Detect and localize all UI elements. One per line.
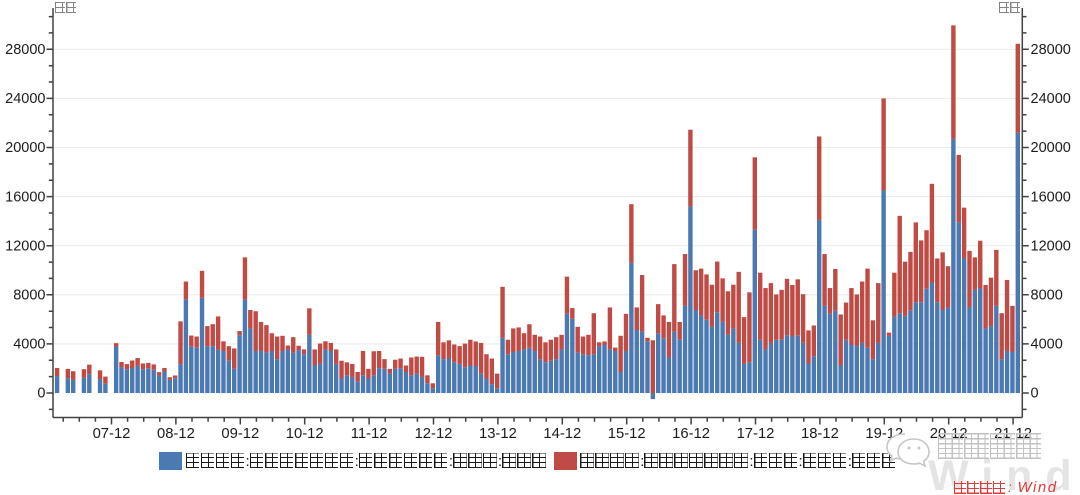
svg-text:14-12: 14-12 (543, 426, 581, 442)
svg-text:0: 0 (1031, 386, 1039, 402)
svg-text:16000: 16000 (1031, 189, 1071, 205)
svg-text:17-12: 17-12 (737, 426, 775, 442)
svg-text:07-12: 07-12 (93, 426, 131, 442)
svg-text:10-12: 10-12 (286, 426, 324, 442)
svg-text:13-12: 13-12 (479, 426, 517, 442)
svg-text:8000: 8000 (1031, 288, 1063, 304)
svg-text:16000: 16000 (5, 189, 45, 205)
svg-text:18-12: 18-12 (801, 426, 839, 442)
svg-text:8000: 8000 (13, 288, 45, 304)
svg-text:11-12: 11-12 (351, 426, 388, 442)
svg-text:4000: 4000 (1031, 337, 1063, 353)
svg-text:28000: 28000 (5, 42, 45, 58)
svg-text:12-12: 12-12 (415, 426, 453, 442)
svg-text:4000: 4000 (13, 337, 45, 353)
svg-text:09-12: 09-12 (221, 426, 259, 442)
svg-text:16-12: 16-12 (672, 426, 710, 442)
svg-text:20000: 20000 (1031, 140, 1071, 156)
svg-text:15-12: 15-12 (608, 426, 646, 442)
svg-text:0: 0 (37, 386, 45, 402)
svg-text:12000: 12000 (1031, 238, 1071, 254)
svg-text:20000: 20000 (5, 140, 45, 156)
svg-text:28000: 28000 (1031, 42, 1071, 58)
svg-text:24000: 24000 (1031, 91, 1071, 107)
svg-text:08-12: 08-12 (157, 426, 195, 442)
svg-text:24000: 24000 (5, 91, 45, 107)
svg-text:12000: 12000 (5, 238, 45, 254)
